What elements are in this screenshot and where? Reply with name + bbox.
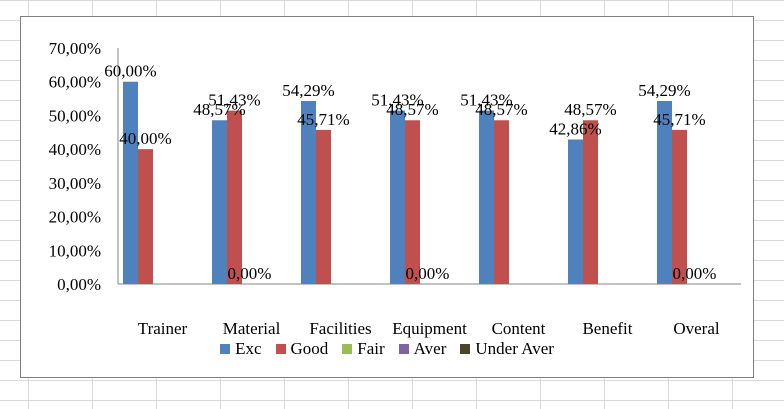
bar-good-material	[227, 110, 242, 285]
data-label: 42,86%	[549, 120, 601, 139]
x-tick-label: Overal	[673, 319, 720, 338]
legend-swatch	[275, 344, 286, 354]
data-label: 45,71%	[297, 110, 349, 129]
bar-exc-facilities	[301, 100, 316, 284]
bar-good-overal	[672, 129, 687, 284]
y-tick-label: 10,00%	[49, 241, 101, 260]
legend-label: Aver	[413, 339, 447, 358]
y-tick-label: 30,00%	[49, 174, 101, 193]
x-tick-label: Benefit	[582, 319, 632, 338]
data-label: 54,29%	[282, 81, 334, 100]
data-label: 51,43%	[371, 91, 423, 110]
legend-label: Fair	[357, 339, 385, 358]
legend-item: Aver	[398, 339, 447, 359]
legend-item: Exc	[220, 339, 262, 359]
bar-exc-content	[479, 110, 494, 285]
bar-good-content	[494, 120, 509, 284]
y-tick-label: 50,00%	[49, 106, 101, 125]
bar-exc-equipment	[390, 110, 405, 285]
data-label: 60,00%	[104, 62, 156, 81]
chart-legend: Exc Good Fair Aver Under Aver	[21, 339, 753, 359]
data-label: 54,29%	[638, 81, 690, 100]
data-label: 51,43%	[460, 91, 512, 110]
legend-label: Exc	[235, 339, 262, 358]
legend-swatch	[342, 344, 353, 354]
data-label: 48,57%	[193, 100, 245, 119]
y-tick-label: 60,00%	[49, 73, 101, 92]
bar-exc-overal	[657, 100, 672, 284]
y-tick-label: 70,00%	[49, 39, 101, 58]
data-label: 48,57%	[386, 100, 438, 119]
data-label: 0,00%	[673, 264, 717, 283]
data-label: 45,71%	[653, 110, 705, 129]
bar-good-equipment	[405, 120, 420, 284]
data-label: 0,00%	[228, 264, 272, 283]
legend-item: Fair	[342, 339, 385, 359]
legend-label: Good	[290, 339, 329, 358]
data-label: 0,00%	[406, 264, 450, 283]
x-tick-label: Content	[492, 319, 546, 338]
x-tick-label: Trainer	[138, 319, 188, 338]
x-tick-label: Facilities	[309, 319, 371, 338]
bar-exc-material	[212, 120, 227, 284]
bar-good-benefit	[583, 120, 598, 284]
legend-label: Under Aver	[475, 339, 554, 358]
y-tick-label: 0,00%	[57, 275, 101, 294]
data-label: 51,43%	[208, 91, 260, 110]
data-label: 40,00%	[119, 129, 171, 148]
y-tick-label: 40,00%	[49, 140, 101, 159]
x-tick-label: Equipment	[392, 319, 467, 338]
bar-good-facilities	[316, 129, 331, 284]
data-label: 48,57%	[475, 100, 527, 119]
legend-item: Under Aver	[460, 339, 554, 359]
chart-plot: 0,00% 10,00% 20,00% 30,00% 40,00% 50,00% 60,00…	[49, 39, 741, 338]
legend-item: Good	[275, 339, 329, 359]
y-tick-label: 20,00%	[49, 208, 101, 227]
chart-area: 0,00% 10,00% 20,00% 30,00% 40,00% 50,00% 60,00…	[20, 16, 754, 378]
data-label: 48,57%	[564, 100, 616, 119]
x-tick-label: Material	[223, 319, 281, 338]
bar-exc-benefit	[568, 139, 583, 284]
legend-swatch	[398, 344, 409, 354]
bar-exc-trainer	[123, 81, 138, 284]
legend-swatch	[460, 344, 471, 354]
bar-good-trainer	[138, 149, 153, 284]
legend-swatch	[220, 344, 231, 354]
